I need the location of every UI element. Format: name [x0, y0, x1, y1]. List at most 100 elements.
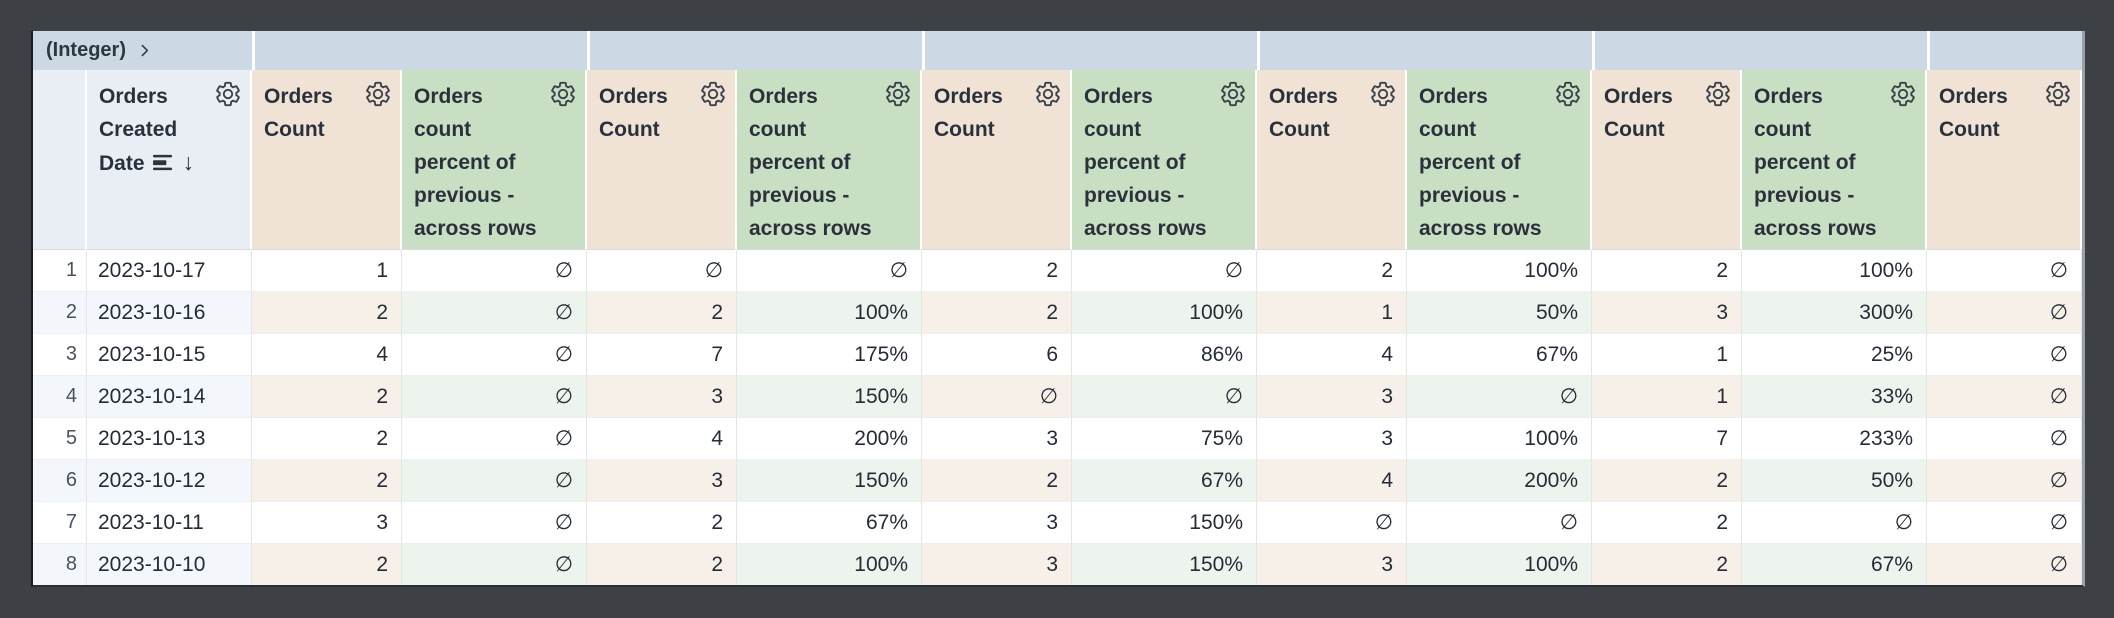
- cell-orders-count[interactable]: 7: [1592, 418, 1742, 460]
- cell-percent-previous[interactable]: 50%: [1742, 460, 1927, 502]
- cell-orders-count[interactable]: 1: [1257, 292, 1407, 334]
- gear-icon[interactable]: [2044, 80, 2072, 108]
- cell-date[interactable]: 2023-10-14: [87, 376, 252, 418]
- gear-icon[interactable]: [1554, 80, 1582, 108]
- cell-orders-count[interactable]: 2: [252, 544, 402, 585]
- cell-orders-count[interactable]: 2: [922, 250, 1072, 292]
- cell-percent-previous[interactable]: ∅: [1742, 502, 1927, 544]
- cell-percent-previous[interactable]: ∅: [402, 250, 587, 292]
- cell-percent-previous[interactable]: 150%: [737, 460, 922, 502]
- cell-orders-count[interactable]: 3: [1257, 418, 1407, 460]
- cell-orders-count[interactable]: 2: [587, 502, 737, 544]
- gear-icon[interactable]: [1369, 80, 1397, 108]
- cell-percent-previous[interactable]: 200%: [1407, 460, 1592, 502]
- column-header-orders-count[interactable]: Orders Count: [587, 70, 737, 250]
- cell-percent-previous[interactable]: ∅: [1407, 502, 1592, 544]
- cell-percent-previous[interactable]: ∅: [402, 418, 587, 460]
- cell-orders-count[interactable]: 3: [1257, 376, 1407, 418]
- gear-icon[interactable]: [1704, 80, 1732, 108]
- cell-percent-previous[interactable]: 150%: [737, 376, 922, 418]
- cell-date[interactable]: 2023-10-13: [87, 418, 252, 460]
- cell-orders-count[interactable]: ∅: [1927, 250, 2082, 292]
- cell-orders-count[interactable]: ∅: [1927, 460, 2082, 502]
- cell-orders-count[interactable]: ∅: [1927, 376, 2082, 418]
- cell-orders-count[interactable]: 4: [1257, 460, 1407, 502]
- cell-percent-previous[interactable]: 100%: [1742, 250, 1927, 292]
- cell-orders-count[interactable]: 2: [252, 460, 402, 502]
- cell-percent-previous[interactable]: 300%: [1742, 292, 1927, 334]
- column-header-orders-count[interactable]: Orders Count: [922, 70, 1072, 250]
- gear-icon[interactable]: [364, 80, 392, 108]
- cell-orders-count[interactable]: 4: [1257, 334, 1407, 376]
- cell-orders-count[interactable]: ∅: [922, 376, 1072, 418]
- cell-orders-count[interactable]: 4: [252, 334, 402, 376]
- cell-orders-count[interactable]: 6: [922, 334, 1072, 376]
- cell-orders-count[interactable]: 4: [587, 418, 737, 460]
- cell-orders-count[interactable]: 2: [252, 376, 402, 418]
- cell-percent-previous[interactable]: 100%: [1407, 418, 1592, 460]
- cell-percent-previous[interactable]: ∅: [1072, 250, 1257, 292]
- chevron-right-icon[interactable]: [136, 42, 153, 59]
- gear-icon[interactable]: [884, 80, 912, 108]
- cell-date[interactable]: 2023-10-10: [87, 544, 252, 585]
- column-header-orders-created-date[interactable]: Orders Created Date ↓: [87, 70, 252, 250]
- cell-orders-count[interactable]: 3: [1257, 544, 1407, 585]
- cell-orders-count[interactable]: 2: [922, 292, 1072, 334]
- cell-percent-previous[interactable]: 233%: [1742, 418, 1927, 460]
- cell-percent-previous[interactable]: 75%: [1072, 418, 1257, 460]
- cell-percent-previous[interactable]: 100%: [737, 292, 922, 334]
- cell-orders-count[interactable]: 2: [1257, 250, 1407, 292]
- gear-icon[interactable]: [699, 80, 727, 108]
- cell-percent-previous[interactable]: 100%: [1072, 292, 1257, 334]
- cell-percent-previous[interactable]: ∅: [402, 460, 587, 502]
- gear-icon[interactable]: [1889, 80, 1917, 108]
- cell-orders-count[interactable]: 2: [922, 460, 1072, 502]
- cell-percent-previous[interactable]: 175%: [737, 334, 922, 376]
- cell-orders-count[interactable]: 2: [1592, 502, 1742, 544]
- cell-percent-previous[interactable]: ∅: [737, 250, 922, 292]
- gear-icon[interactable]: [214, 80, 242, 108]
- gear-icon[interactable]: [549, 80, 577, 108]
- cell-percent-previous[interactable]: 67%: [737, 502, 922, 544]
- cell-orders-count[interactable]: 1: [252, 250, 402, 292]
- pivot-field-cell[interactable]: (Integer): [33, 31, 252, 70]
- cell-orders-count[interactable]: 3: [922, 418, 1072, 460]
- column-header-orders-count-percent[interactable]: Orders count percent of previous - acros…: [1742, 70, 1927, 250]
- cell-percent-previous[interactable]: 50%: [1407, 292, 1592, 334]
- cell-orders-count[interactable]: 3: [922, 544, 1072, 585]
- cell-date[interactable]: 2023-10-17: [87, 250, 252, 292]
- cell-percent-previous[interactable]: 200%: [737, 418, 922, 460]
- cell-orders-count[interactable]: 2: [1592, 544, 1742, 585]
- cell-percent-previous[interactable]: 67%: [1407, 334, 1592, 376]
- cell-percent-previous[interactable]: ∅: [402, 292, 587, 334]
- cell-date[interactable]: 2023-10-16: [87, 292, 252, 334]
- column-header-orders-count-percent[interactable]: Orders count percent of previous - acros…: [737, 70, 922, 250]
- cell-orders-count[interactable]: 3: [587, 460, 737, 502]
- cell-orders-count[interactable]: ∅: [1927, 544, 2082, 585]
- cell-percent-previous[interactable]: 150%: [1072, 502, 1257, 544]
- cell-orders-count[interactable]: 2: [1592, 460, 1742, 502]
- column-header-orders-count[interactable]: Orders Count: [1592, 70, 1742, 250]
- cell-orders-count[interactable]: ∅: [1257, 502, 1407, 544]
- column-header-orders-count-percent[interactable]: Orders count percent of previous - acros…: [1407, 70, 1592, 250]
- cell-percent-previous[interactable]: ∅: [1072, 376, 1257, 418]
- cell-percent-previous[interactable]: 100%: [737, 544, 922, 585]
- cell-orders-count[interactable]: ∅: [1927, 418, 2082, 460]
- cell-orders-count[interactable]: 3: [587, 376, 737, 418]
- cell-orders-count[interactable]: 3: [922, 502, 1072, 544]
- cell-orders-count[interactable]: ∅: [587, 250, 737, 292]
- cell-percent-previous[interactable]: 67%: [1072, 460, 1257, 502]
- cell-percent-previous[interactable]: 100%: [1407, 250, 1592, 292]
- cell-date[interactable]: 2023-10-15: [87, 334, 252, 376]
- cell-orders-count[interactable]: 2: [252, 292, 402, 334]
- cell-percent-previous[interactable]: ∅: [1407, 376, 1592, 418]
- cell-percent-previous[interactable]: 86%: [1072, 334, 1257, 376]
- cell-orders-count[interactable]: 3: [252, 502, 402, 544]
- cell-orders-count[interactable]: ∅: [1927, 292, 2082, 334]
- cell-orders-count[interactable]: ∅: [1927, 334, 2082, 376]
- cell-orders-count[interactable]: 1: [1592, 334, 1742, 376]
- cell-percent-previous[interactable]: 100%: [1407, 544, 1592, 585]
- cell-orders-count[interactable]: 1: [1592, 376, 1742, 418]
- cell-orders-count[interactable]: 2: [1592, 250, 1742, 292]
- cell-orders-count[interactable]: 2: [587, 292, 737, 334]
